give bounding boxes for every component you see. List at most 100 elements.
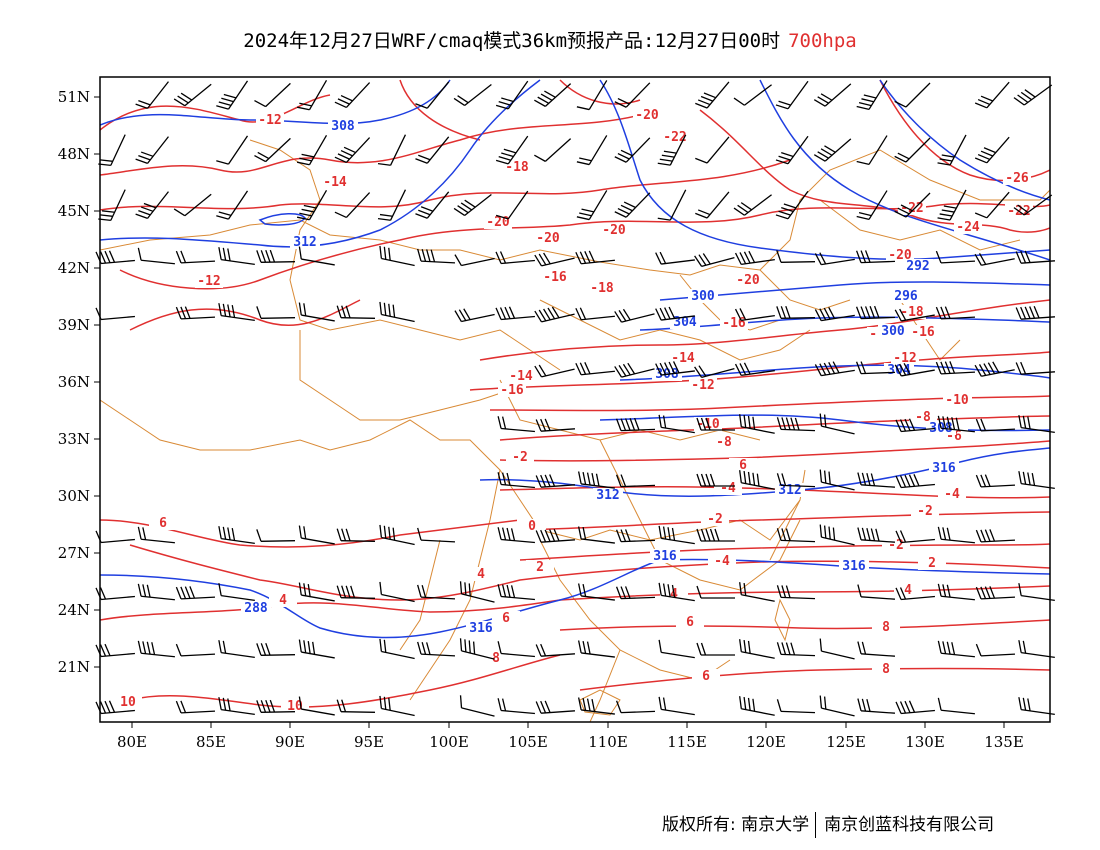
wind-barb bbox=[459, 638, 495, 660]
wind-barb bbox=[975, 586, 1016, 600]
height-label: 288 bbox=[244, 601, 268, 616]
wind-barb bbox=[1018, 583, 1055, 602]
temperature-label-bg bbox=[526, 560, 554, 574]
wind-barb bbox=[733, 194, 772, 216]
height-label-bg bbox=[929, 461, 959, 475]
lon-tick-label: 90E bbox=[275, 733, 305, 751]
wind-barb bbox=[575, 250, 615, 265]
wind-barb bbox=[535, 528, 576, 543]
wind-barb bbox=[974, 81, 1010, 109]
wind-barb bbox=[819, 524, 855, 546]
wind-barb bbox=[336, 305, 376, 319]
temperature-label-bg bbox=[321, 175, 349, 189]
wind-barb bbox=[819, 469, 855, 491]
wind-barb bbox=[1018, 640, 1055, 659]
wind-barb bbox=[137, 247, 175, 265]
temperature-label-bg bbox=[943, 393, 971, 407]
wind-barb bbox=[935, 306, 976, 320]
height-label: 316 bbox=[653, 549, 677, 564]
temperature-label: 6 bbox=[502, 611, 510, 626]
temperature-label: -14 bbox=[671, 351, 695, 366]
wind-barb bbox=[454, 308, 495, 323]
height-label-bg bbox=[688, 289, 718, 303]
wind-barb bbox=[696, 417, 735, 431]
temperature-label-bg bbox=[886, 248, 914, 262]
temperature-label: 8 bbox=[882, 662, 890, 677]
wind-barb bbox=[459, 695, 495, 717]
wind-barb bbox=[855, 250, 896, 264]
temperature-label: -4 bbox=[714, 554, 730, 569]
wind-barb bbox=[814, 361, 855, 377]
wind-barb bbox=[534, 83, 572, 107]
wind-barb bbox=[334, 137, 371, 164]
wind-barb bbox=[415, 191, 450, 219]
lat-tick-label: 51N bbox=[58, 88, 90, 106]
temperature-label-bg bbox=[195, 274, 223, 288]
wind-barb bbox=[535, 700, 576, 714]
wind-barb bbox=[175, 643, 216, 657]
wind-barb bbox=[937, 697, 975, 715]
wind-barb bbox=[497, 416, 535, 433]
wind-barb bbox=[336, 699, 376, 713]
temperature-label: -18 bbox=[505, 160, 529, 175]
height-label-bg bbox=[290, 235, 320, 249]
wind-barb bbox=[256, 642, 296, 656]
wind-barb bbox=[576, 80, 608, 111]
lat-tick-label: 48N bbox=[58, 145, 90, 163]
wind-barb bbox=[819, 695, 855, 717]
wind-barb bbox=[734, 250, 775, 266]
wind-barbs bbox=[95, 79, 1056, 717]
wind-barb bbox=[216, 190, 249, 220]
temperature-label: -4 bbox=[720, 481, 736, 496]
temperature-label-bg bbox=[506, 450, 534, 464]
wind-barb bbox=[459, 581, 495, 603]
wind-barb bbox=[658, 525, 695, 545]
wind-barb bbox=[1018, 471, 1055, 490]
wind-barb bbox=[776, 699, 816, 714]
wind-barb bbox=[577, 697, 615, 715]
page-title: 2024年12月27日WRF/cmaq模式36km预报产品:12月27日00时 7… bbox=[0, 26, 1100, 53]
temperature-label-bg bbox=[149, 516, 177, 530]
wind-barb bbox=[216, 80, 249, 110]
temperature-label-bg bbox=[954, 220, 982, 234]
temperature-label: -12 bbox=[258, 113, 281, 128]
wind-barb bbox=[658, 696, 695, 716]
wind-barb bbox=[696, 585, 735, 599]
temperature-label-bg bbox=[467, 567, 495, 581]
temperature-label-bg bbox=[708, 554, 736, 568]
temperature-label-bg bbox=[710, 435, 738, 449]
wind-barb bbox=[534, 138, 572, 162]
wind-barb bbox=[895, 530, 935, 544]
wind-barb bbox=[655, 361, 695, 376]
temperature-label: 10 bbox=[287, 699, 303, 714]
wind-barb bbox=[937, 189, 967, 221]
wind-barb bbox=[819, 638, 855, 660]
lon-tick-label: 120E bbox=[746, 733, 786, 751]
wind-barb bbox=[614, 362, 655, 378]
wind-barb bbox=[256, 249, 296, 263]
wind-barb bbox=[614, 137, 651, 163]
temperature-label: -20 bbox=[736, 273, 760, 288]
wind-barb bbox=[615, 474, 656, 488]
wind-barb bbox=[935, 250, 976, 264]
wind-barb bbox=[218, 526, 255, 545]
wind-barb bbox=[975, 418, 1016, 432]
wind-barb bbox=[453, 84, 492, 107]
wind-barb bbox=[298, 696, 335, 716]
wind-barb bbox=[218, 640, 255, 659]
temperature-label: -20 bbox=[635, 108, 659, 123]
wind-barb bbox=[814, 252, 855, 266]
temperature-label-bg bbox=[938, 487, 966, 501]
wind-barb bbox=[296, 134, 328, 166]
wind-barb bbox=[377, 134, 407, 166]
wind-barb bbox=[98, 189, 126, 222]
temperature-label: -2 bbox=[707, 512, 723, 527]
wind-barb bbox=[776, 473, 816, 488]
wind-barb bbox=[575, 362, 615, 376]
wind-barb bbox=[895, 418, 935, 433]
wind-barb bbox=[895, 474, 935, 489]
wind-barb bbox=[894, 362, 935, 377]
wind-barb bbox=[776, 250, 816, 263]
map-frame bbox=[99, 76, 1051, 723]
